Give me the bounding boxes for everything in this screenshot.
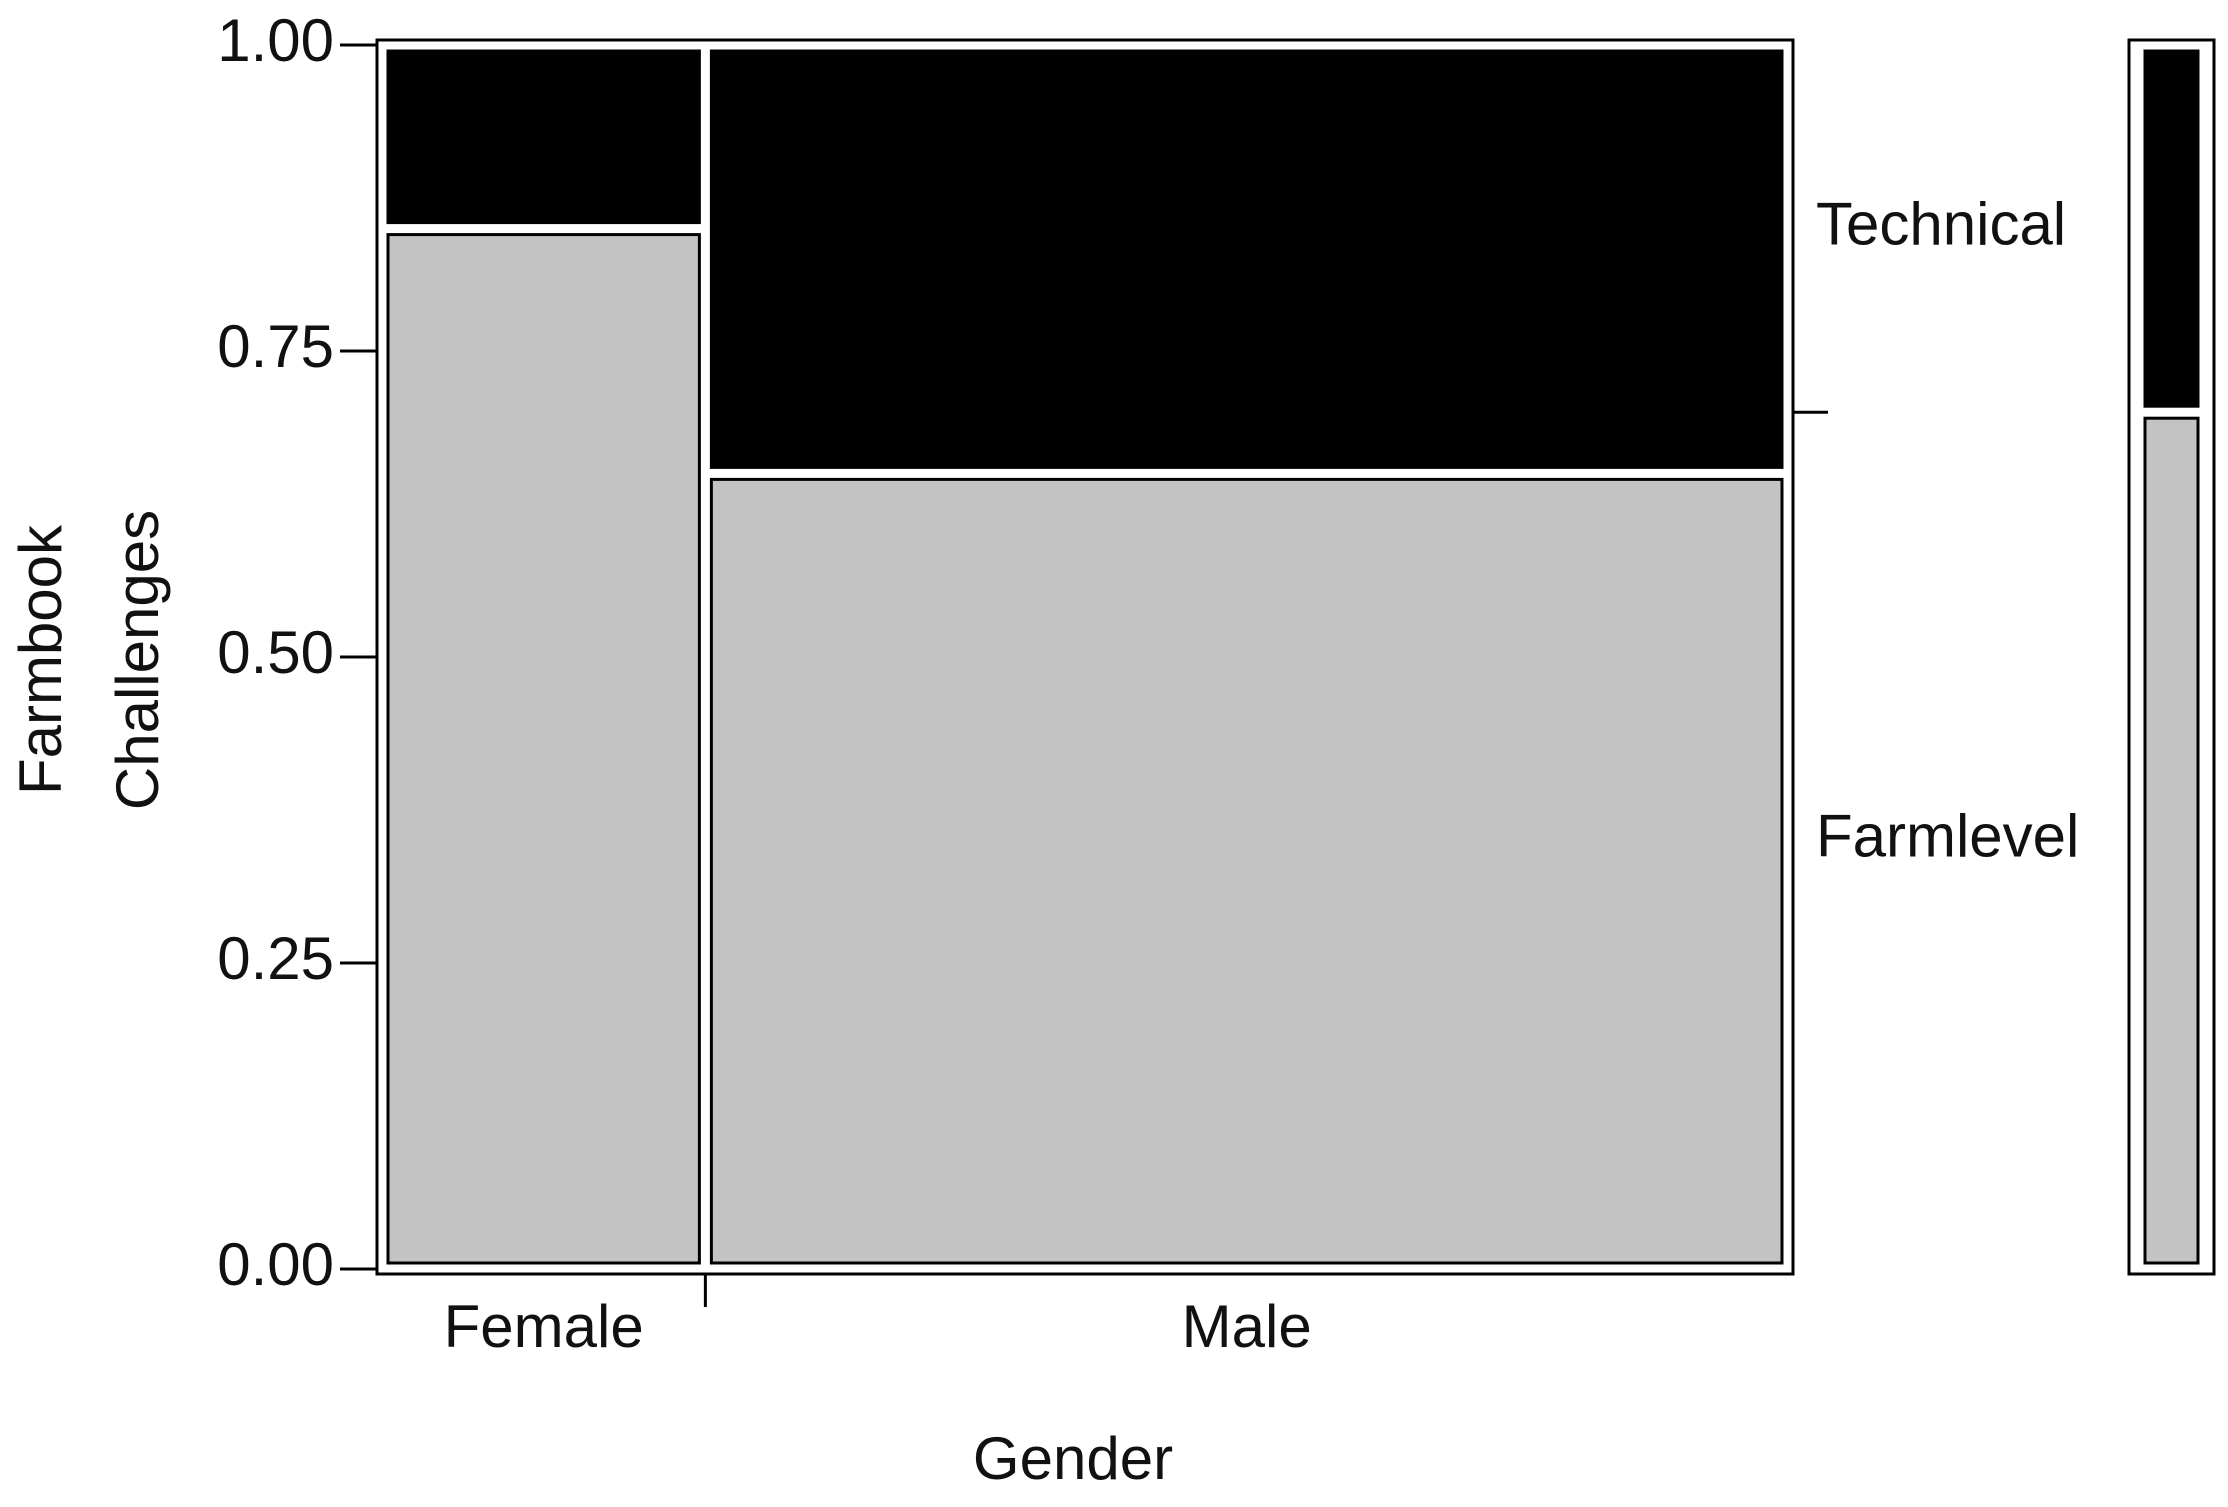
legend-label: Farmlevel <box>1816 802 2079 869</box>
legend-label: Technical <box>1816 190 2066 257</box>
y-axis-label: Farmbook <box>7 524 74 795</box>
y-tick-label: 0.50 <box>217 619 334 686</box>
mosaic-cell <box>709 477 1784 1265</box>
y-tick-label: 0.25 <box>217 925 334 992</box>
y-axis-label: Challenges <box>104 510 171 810</box>
mosaic-cell <box>386 233 701 1265</box>
mosaic-cell <box>386 49 701 225</box>
marginal-cell <box>2143 416 2200 1265</box>
y-tick-label: 0.00 <box>217 1231 334 1298</box>
x-tick-label: Female <box>444 1293 644 1360</box>
x-axis-label: Gender <box>973 1425 1173 1492</box>
y-tick-label: 1.00 <box>217 7 334 74</box>
x-tick-label: Male <box>1182 1293 1312 1360</box>
mosaic-cell <box>709 49 1784 469</box>
y-tick-label: 0.75 <box>217 313 334 380</box>
marginal-cell <box>2143 49 2200 408</box>
